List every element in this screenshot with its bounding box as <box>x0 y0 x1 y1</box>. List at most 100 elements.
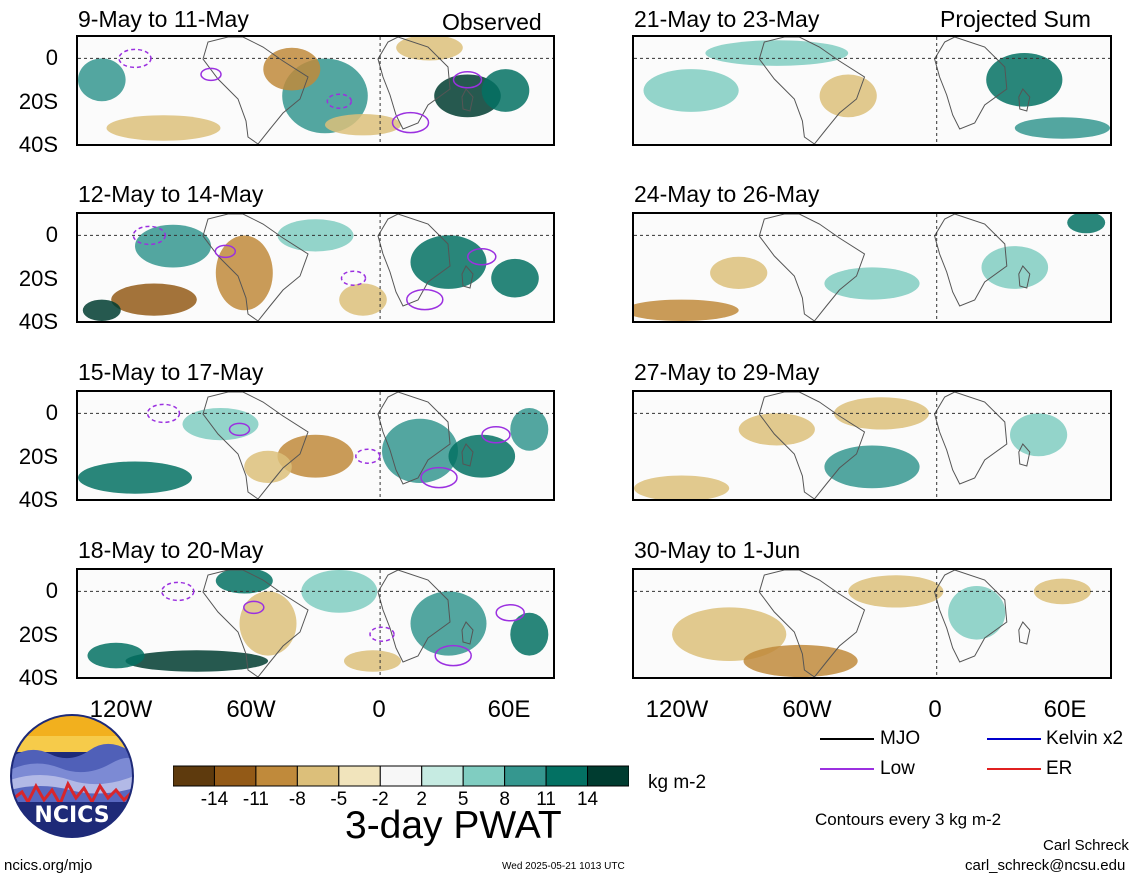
panel-title-8: 30-May to 1-Jun <box>634 537 801 563</box>
colorbar-tick-label: -14 <box>200 789 229 810</box>
colorbar-swatch-10 <box>587 765 630 787</box>
anomaly-region <box>948 586 1006 640</box>
coastline <box>934 570 1008 663</box>
colorbar-swatch-6 <box>421 765 464 787</box>
coastline <box>202 392 309 499</box>
colorbar-swatch-5 <box>379 765 423 787</box>
anomaly-region <box>244 450 292 483</box>
projected-sum-label: Projected Sum <box>940 6 1091 32</box>
colorbar-labels: -14 -11 -8 -5 -2 2 5 8 11 14 <box>173 789 629 813</box>
lat-label-0: 0 <box>45 400 58 425</box>
map-panel-1 <box>76 35 555 146</box>
low-contour <box>369 626 395 642</box>
coastline <box>758 392 866 499</box>
anomaly-region <box>743 644 858 677</box>
panel-title-3: 15-May to 17-May <box>78 359 264 385</box>
coastline <box>461 265 474 289</box>
lon-label-60e: 60E <box>1043 696 1087 723</box>
map-panel-4 <box>76 568 555 679</box>
anomaly-region <box>848 575 944 608</box>
legend-mjo: MJO <box>880 728 921 749</box>
low-contour <box>228 422 251 437</box>
low-contour <box>243 600 265 615</box>
anomaly-region <box>986 53 1063 107</box>
coastline <box>202 570 309 677</box>
colorbar-swatch-8 <box>504 765 547 787</box>
anomaly-region <box>410 235 487 289</box>
low-contour <box>161 581 195 602</box>
anomaly-region <box>705 40 849 66</box>
colorbar <box>172 765 630 792</box>
anomaly-region <box>78 58 126 102</box>
anomaly-region <box>710 256 768 289</box>
colorbar-tick-label: 14 <box>576 789 599 810</box>
low-contour <box>200 67 222 82</box>
lat-label-0: 0 <box>45 578 58 603</box>
anomaly-region <box>82 299 121 321</box>
lat-label-0: 0 <box>45 222 58 247</box>
colorbar-unit: kg m-2 <box>648 772 707 793</box>
site-link[interactable]: ncics.org/mjo <box>4 857 93 874</box>
coastline <box>461 88 474 112</box>
anomaly-region <box>239 591 297 656</box>
legend-low: Low <box>880 758 915 779</box>
lon-label-120w: 120W <box>89 696 153 723</box>
logo-text: NCICS <box>34 803 109 828</box>
coastline <box>1018 88 1031 112</box>
low-line-swatch <box>820 768 874 770</box>
lon-label-60w: 60W <box>782 696 832 723</box>
anomaly-region <box>510 612 549 656</box>
anomaly-region <box>382 418 458 483</box>
colorbar-swatch-7 <box>462 765 506 787</box>
anomaly-region <box>819 74 877 118</box>
panel-title-2: 12-May to 14-May <box>78 181 264 207</box>
colorbar-tick-label: -2 <box>371 789 389 810</box>
colorbar-tick-label: 11 <box>536 789 556 810</box>
ncics-logo: NCICS <box>10 714 134 843</box>
map-panel-6 <box>632 212 1112 323</box>
author-email[interactable]: carl_schreck@ncsu.edu <box>965 857 1126 874</box>
coastline <box>377 392 451 485</box>
low-contour <box>467 248 497 266</box>
lon-label-60w: 60W <box>226 696 276 723</box>
coastline <box>202 37 309 144</box>
coastline <box>758 570 866 677</box>
anomaly-region <box>263 47 321 91</box>
anomaly-region <box>491 258 539 298</box>
colorbar-swatch-0 <box>172 765 215 787</box>
coastline <box>1018 443 1031 467</box>
low-contour <box>481 426 511 444</box>
anomaly-region <box>106 115 221 141</box>
coastline <box>377 37 451 130</box>
anomaly-region <box>277 219 354 252</box>
er-line-swatch <box>987 768 1041 770</box>
anomaly-region <box>78 461 192 494</box>
low-contour <box>340 270 367 286</box>
anomaly-region <box>344 650 401 672</box>
anomaly-region <box>277 434 354 478</box>
chart-title: 3-day PWAT <box>345 804 562 847</box>
coastline <box>377 214 451 307</box>
author: Carl Schreck <box>1043 837 1129 854</box>
anomaly-region <box>824 267 920 300</box>
colorbar-tick-label: 5 <box>457 789 469 810</box>
colorbar-swatch-4 <box>338 765 381 787</box>
low-contour <box>214 244 237 259</box>
anomaly-region <box>182 408 259 441</box>
coastline <box>377 570 451 663</box>
anomaly-region <box>672 607 787 661</box>
panel-title-1: 9-May to 11-May <box>78 6 249 32</box>
low-contour <box>391 111 430 134</box>
lon-label-60e: 60E <box>487 696 531 723</box>
panel-title-6: 24-May to 26-May <box>634 181 820 207</box>
coastline <box>202 214 309 321</box>
contour-interval-note: Contours every 3 kg m-2 <box>815 810 1002 829</box>
lat-label-0: 0 <box>45 45 58 70</box>
anomaly-region <box>135 224 211 268</box>
lat-label-20s: 20S <box>18 266 58 291</box>
lat-label-20s: 20S <box>18 89 58 114</box>
colorbar-tick-label: -5 <box>330 789 348 810</box>
low-contour <box>495 604 525 622</box>
lat-label-40s: 40S <box>18 132 58 157</box>
coastline <box>1018 265 1031 289</box>
